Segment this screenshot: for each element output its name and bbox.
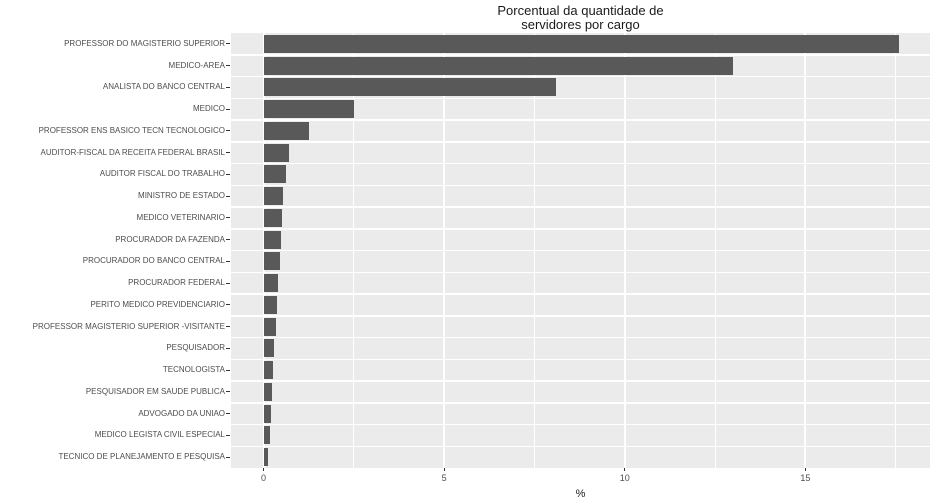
x-axis-tick-label: 0 <box>260 473 267 483</box>
y-axis-label: AUDITOR FISCAL DO TRABALHO <box>99 169 225 179</box>
y-axis-label: PROFESSOR ENS BASICO TECN TECNOLOGICO <box>38 125 225 135</box>
y-axis-tick <box>226 260 230 262</box>
plot-panel <box>231 33 930 468</box>
x-axis-tick <box>263 468 264 471</box>
gridline-h <box>231 423 930 426</box>
gridline-h <box>231 402 930 404</box>
y-axis-tick <box>226 434 230 436</box>
x-axis-tick-labels: 0 5 10 15 <box>231 473 930 485</box>
bar <box>263 274 279 293</box>
y-axis-tick <box>226 282 230 284</box>
bar <box>263 295 278 314</box>
y-axis-label: PESQUISADOR EM SAUDE PUBLICA <box>85 386 225 396</box>
y-axis-tick <box>226 304 230 306</box>
gridline-h <box>231 141 930 143</box>
y-axis-label: PROCURADOR DA FAZENDA <box>115 234 225 244</box>
bar <box>263 34 900 53</box>
x-axis-tick <box>804 468 806 471</box>
chart-title: Porcentual da quantidade de servidores p… <box>497 3 664 32</box>
y-axis-label: TECNICO DE PLANEJAMENTO E PESQUISA <box>58 452 225 462</box>
y-axis-tick <box>226 86 230 88</box>
y-axis-tick <box>226 108 230 110</box>
bar <box>263 143 289 162</box>
y-axis-ticks <box>226 33 231 468</box>
y-axis-tick <box>226 369 230 371</box>
gridline-h <box>231 336 930 339</box>
y-axis-tick <box>226 239 230 241</box>
x-axis-title: % <box>575 488 586 500</box>
y-axis-label: MEDICO <box>193 104 225 114</box>
y-axis-tick <box>226 413 230 415</box>
bar <box>263 208 282 227</box>
bar <box>263 317 277 336</box>
gridline-h <box>231 445 930 447</box>
y-axis-tick <box>226 43 230 45</box>
x-axis-tick <box>624 468 626 471</box>
y-axis-label: PROFESSOR MAGISTERIO SUPERIOR -VISITANTE <box>32 321 225 331</box>
x-axis-tick-label: 15 <box>800 473 811 483</box>
x-axis-ticks <box>231 468 930 472</box>
x-axis-tick-label: 5 <box>441 473 447 483</box>
bar <box>263 252 281 271</box>
bar <box>263 121 309 140</box>
y-axis-tick <box>226 195 230 197</box>
y-axis-tick <box>226 65 230 67</box>
y-axis-tick <box>226 391 230 393</box>
x-axis-tick <box>443 468 445 471</box>
y-axis-tick <box>226 326 230 328</box>
y-axis-label: AUDITOR-FISCAL DA RECEITA FEDERAL BRASIL <box>40 147 226 157</box>
y-axis-label: PROCURADOR DO BANCO CENTRAL <box>82 256 225 266</box>
bar <box>263 100 354 119</box>
gridline-h <box>231 206 930 208</box>
gridline-h <box>231 358 930 360</box>
gridline-h <box>231 249 930 252</box>
y-axis-label: PROFESSOR DO MAGISTERIO SUPERIOR <box>64 38 225 48</box>
y-axis-tick <box>226 130 230 132</box>
bar <box>263 339 274 358</box>
y-axis-label: TECNOLOGISTA <box>162 365 225 375</box>
y-axis-tick <box>226 173 230 175</box>
bar <box>263 56 734 75</box>
bar <box>263 230 281 249</box>
gridline-h <box>231 75 930 78</box>
gridline-h <box>231 162 930 165</box>
gridline-h <box>231 380 930 382</box>
bar <box>263 165 286 184</box>
bar <box>263 426 270 445</box>
bar <box>263 448 268 467</box>
y-axis-label: PESQUISADOR <box>166 343 225 353</box>
gridline-h <box>231 54 930 56</box>
bar <box>263 404 271 423</box>
y-axis-tick <box>226 456 230 458</box>
y-axis-label: PERITO MEDICO PREVIDENCIARIO <box>90 299 225 309</box>
y-axis-tick <box>226 347 230 349</box>
bar <box>263 382 272 401</box>
gridline-h <box>231 97 930 99</box>
y-axis-label: MEDICO LEGISTA CIVIL ESPECIAL <box>94 430 225 440</box>
bar <box>263 361 273 380</box>
gridline-h <box>231 184 930 186</box>
y-axis-label: MEDICO VETERINARIO <box>136 212 225 222</box>
y-axis-label: PROCURADOR FEDERAL <box>128 278 225 288</box>
gridline-h <box>231 119 930 121</box>
y-axis-tick <box>226 217 230 219</box>
y-axis-label: ADVOGADO DA UNIAO <box>138 408 225 418</box>
y-axis-labels: PROFESSOR DO MAGISTERIO SUPERIOR MEDICO-A… <box>0 33 225 468</box>
gridline-h <box>231 293 930 295</box>
x-axis-tick-label: 10 <box>619 473 630 483</box>
y-axis-label: MEDICO-AREA <box>168 60 225 70</box>
gridline-h <box>231 315 930 317</box>
y-axis-label: ANALISTA DO BANCO CENTRAL <box>102 82 225 92</box>
y-axis-tick <box>226 152 230 154</box>
bar <box>263 78 557 97</box>
gridline-h <box>231 271 930 273</box>
gridline-h <box>231 228 930 230</box>
bar <box>263 187 284 206</box>
y-axis-label: MINISTRO DE ESTADO <box>138 191 225 201</box>
